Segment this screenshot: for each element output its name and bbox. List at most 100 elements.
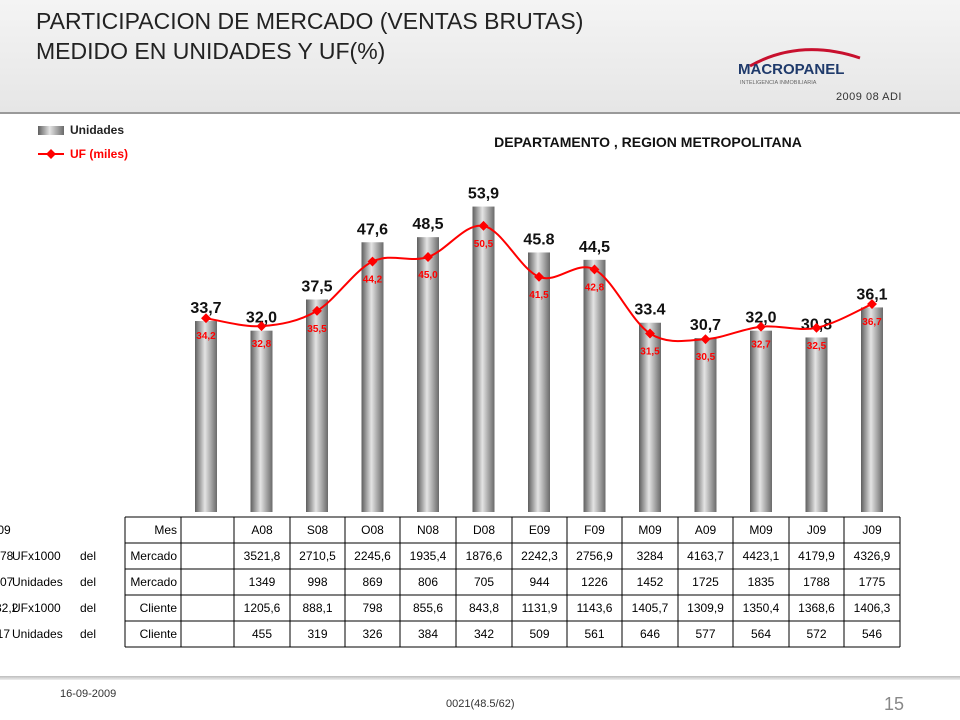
footer-divider bbox=[0, 676, 960, 680]
table-cell: 1452 bbox=[637, 575, 664, 589]
uf-point-O08 bbox=[312, 305, 322, 316]
bar-label-unidades: 33,7 bbox=[190, 300, 221, 317]
table-cell: 1405,7 bbox=[632, 601, 669, 615]
table-header-cell: A08 bbox=[251, 523, 273, 537]
uf-data-label: 50,5 bbox=[474, 239, 494, 250]
table-cell: 617 bbox=[0, 627, 10, 641]
uf-point-M09 bbox=[700, 334, 711, 345]
bar-unidades-A09 bbox=[861, 307, 883, 512]
table-cell: 1368,6 bbox=[798, 601, 835, 615]
bar-unidades-E09 bbox=[472, 206, 495, 513]
table-cell: 4178 bbox=[0, 549, 14, 563]
data-table: Mes A08 S08 O08 N08 D08 E09 F09 M09 A09 M09 J09 J09 A… bbox=[0, 516, 901, 648]
page-number: 15 bbox=[883, 694, 904, 714]
macropanel-logo: MACROPANEL INTELIGENCIA INMOBILIARIA bbox=[738, 48, 861, 86]
bar-label-unidades: 44,5 bbox=[579, 239, 610, 256]
table-cell: 869 bbox=[362, 575, 382, 589]
table-cell: 1935,4 bbox=[410, 549, 447, 563]
bar-unidades-A08 bbox=[195, 321, 217, 512]
table-row-label-a: Unidades bbox=[12, 575, 63, 589]
bar-label-unidades: 32,0 bbox=[745, 310, 776, 327]
uf-data-label: 32,5 bbox=[807, 341, 827, 352]
bar-label-unidades: 47,6 bbox=[357, 221, 388, 238]
table-cell: 2245,6 bbox=[354, 549, 391, 563]
uf-data-label: 34,2 bbox=[196, 331, 216, 342]
footer-date: 16-09-2009 bbox=[60, 688, 117, 700]
uf-data-label: 41,5 bbox=[529, 290, 549, 301]
bar-unidades-M09 bbox=[583, 259, 606, 512]
table-cell: 577 bbox=[695, 627, 715, 641]
table-cell: 1532,2 bbox=[0, 601, 19, 615]
table-cell: 1788 bbox=[803, 575, 830, 589]
legend-marker-uf bbox=[46, 149, 56, 159]
table-cell: 572 bbox=[806, 627, 826, 641]
table-cell: 1143,6 bbox=[577, 601, 613, 615]
table-cell: 888,1 bbox=[302, 601, 332, 615]
table-row-label-b: del bbox=[80, 601, 96, 615]
table-row-label-c: Cliente bbox=[140, 601, 178, 615]
table-cell: 843,8 bbox=[469, 601, 499, 615]
uf-data-label: 32,8 bbox=[252, 339, 272, 350]
uf-data-label: 44,2 bbox=[363, 275, 383, 286]
table-cell: 1131,9 bbox=[522, 601, 558, 615]
legend-label-unidades: Unidades bbox=[70, 123, 124, 137]
table-row-label-c: Mercado bbox=[130, 575, 177, 589]
table-cell: 4179,9 bbox=[798, 549, 835, 563]
table-cell: 1725 bbox=[692, 575, 719, 589]
legend-label-uf: UF (miles) bbox=[70, 147, 128, 161]
table-cell: 1309,9 bbox=[687, 601, 724, 615]
uf-data-label: 31,5 bbox=[640, 347, 660, 358]
uf-data-label: 45,0 bbox=[418, 270, 438, 281]
table-cell: 1226 bbox=[581, 575, 608, 589]
slide-title-line2: MEDIDO EN UNIDADES Y UF(%) bbox=[36, 38, 386, 64]
table-cell: 326 bbox=[362, 627, 382, 641]
bar-unidades-O08 bbox=[306, 299, 328, 512]
bar-label-unidades: 48,5 bbox=[412, 216, 443, 233]
svg-text:MACROPANEL: MACROPANEL bbox=[738, 61, 844, 78]
table-cell: 2710,5 bbox=[299, 549, 336, 563]
table-header-cell: A09 bbox=[695, 523, 717, 537]
legend-swatch-unidades bbox=[38, 126, 64, 135]
svg-text:INTELIGENCIA INMOBILIARIA: INTELIGENCIA INMOBILIARIA bbox=[740, 80, 817, 86]
uf-point-J09 bbox=[756, 321, 766, 332]
table-cell: 1707 bbox=[0, 575, 14, 589]
table-row-label-a: UFx1000 bbox=[12, 549, 61, 563]
table-cell: 4326,9 bbox=[854, 549, 891, 563]
table-cell: 1835 bbox=[748, 575, 775, 589]
uf-point-A09 bbox=[645, 328, 655, 339]
table-cell: 4423,1 bbox=[743, 549, 780, 563]
table-header-cell: N08 bbox=[417, 523, 439, 537]
table-cell: 2242,3 bbox=[521, 549, 558, 563]
report-code: 2009 08 ADI bbox=[835, 91, 902, 103]
uf-point-F09 bbox=[534, 271, 544, 282]
uf-data-label: 30,5 bbox=[696, 352, 716, 363]
table-cell: 319 bbox=[307, 627, 327, 641]
table-row-label-c: Cliente bbox=[140, 627, 178, 641]
bar-label-unidades: 33.4 bbox=[634, 302, 665, 319]
table-header-cell: M09 bbox=[638, 523, 662, 537]
bar-label-unidades: 36,1 bbox=[856, 286, 887, 303]
table-cell: 998 bbox=[307, 575, 327, 589]
bar-unidades-N08 bbox=[361, 242, 384, 512]
table-cell: 798 bbox=[362, 601, 382, 615]
table-cell: 1775 bbox=[859, 575, 886, 589]
bar-unidades-J09 bbox=[805, 337, 828, 512]
uf-data-label: 42,8 bbox=[585, 282, 605, 293]
uf-data-label: 36,7 bbox=[862, 317, 882, 328]
slide-header: PARTICIPACION DE MERCADO (VENTAS BRUTAS)… bbox=[0, 0, 960, 114]
table-header-cell: J09 bbox=[807, 523, 827, 537]
table-header-cell: M09 bbox=[749, 523, 773, 537]
table-cell: 342 bbox=[474, 627, 494, 641]
table-row-label-b: del bbox=[80, 575, 96, 589]
table-cell: 564 bbox=[751, 627, 771, 641]
table-row-label-a: Unidades bbox=[12, 627, 63, 641]
table-row-label-c: Mercado bbox=[130, 549, 177, 563]
uf-point-A08 bbox=[201, 313, 211, 324]
bar-label-unidades: 32,0 bbox=[246, 310, 277, 327]
slide-title-line1: PARTICIPACION DE MERCADO (VENTAS BRUTAS) bbox=[36, 8, 584, 34]
uf-point-M09 bbox=[589, 264, 600, 275]
table-cell: 646 bbox=[640, 627, 660, 641]
table-row-label-b: del bbox=[80, 627, 96, 641]
table-cell: 1205,6 bbox=[244, 601, 281, 615]
table-cell: 705 bbox=[474, 575, 494, 589]
